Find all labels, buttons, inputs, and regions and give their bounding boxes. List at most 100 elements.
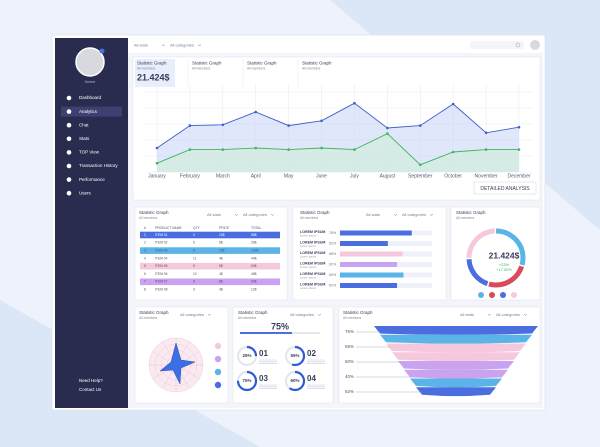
dropdown-caret xyxy=(207,313,212,316)
ring-arc xyxy=(236,370,258,392)
x-tick-label: December xyxy=(507,173,530,179)
data-point xyxy=(221,148,225,151)
bar-label: LOREM IPSUM xyxy=(300,272,325,276)
line-series xyxy=(156,133,519,166)
data-point xyxy=(386,132,389,135)
funnel-layer xyxy=(386,343,526,353)
data-point xyxy=(386,126,389,130)
table-cell: 6$ xyxy=(219,264,223,268)
tab-subtitle: All members xyxy=(192,66,211,70)
data-point xyxy=(254,110,258,114)
data-point xyxy=(484,148,488,151)
menu-icon xyxy=(66,163,72,169)
bar-sublabel: Lorem ipsum xyxy=(300,286,317,290)
table-row xyxy=(140,270,280,278)
dropdown-caret xyxy=(393,213,398,216)
help-link[interactable]: Need Help? xyxy=(79,378,103,383)
table-header: TOTAL xyxy=(251,226,261,230)
table-cell: 2 xyxy=(144,241,146,245)
table-header: PRICE xyxy=(219,226,230,230)
menu-item[interactable]: Transaction History xyxy=(79,163,118,168)
table-cell: 6 xyxy=(144,272,146,276)
menu-item[interactable]: Performance xyxy=(79,177,105,182)
dropdown-caret xyxy=(523,313,528,316)
tab-title: Statistic Graph xyxy=(192,61,222,66)
data-point xyxy=(451,102,455,106)
area xyxy=(157,133,519,172)
panel-subtitle: All members xyxy=(300,216,319,220)
table-cell: 8 xyxy=(144,287,146,291)
table-cell: 5$ xyxy=(219,241,223,245)
ring-arc xyxy=(284,345,306,367)
top-avatar[interactable] xyxy=(530,40,540,50)
bar-sublabel: Lorem ipsum xyxy=(300,255,317,259)
x-tick-label: August xyxy=(380,173,396,179)
panel-title: Statistic Graph xyxy=(456,210,486,215)
bar-value-label: 78% xyxy=(329,231,337,235)
tab-subtitle: All members xyxy=(247,66,266,70)
radar-legend-dot xyxy=(214,342,222,350)
menu-item[interactable]: Analytics xyxy=(79,109,98,114)
donut-change: +23% xyxy=(499,262,510,267)
menu-icon xyxy=(66,150,72,155)
status-dot xyxy=(99,48,105,54)
dropdown-caret xyxy=(317,313,322,316)
panel-subtitle: All members xyxy=(343,316,362,320)
filter-dropdown: All categories xyxy=(290,312,314,317)
legend-dot xyxy=(511,292,517,298)
table-cell: ITEM 02 xyxy=(155,241,168,245)
bar xyxy=(340,272,404,278)
table-row xyxy=(140,286,280,293)
radar-legend-dot xyxy=(214,381,222,389)
search-icon xyxy=(515,42,521,48)
table-cell: ITEM 04 xyxy=(155,256,168,260)
x-tick-label: September xyxy=(408,173,433,179)
detail-button[interactable] xyxy=(473,181,537,195)
table-cell: 3 xyxy=(193,287,195,291)
legend-dot xyxy=(500,292,506,298)
table-cell: 50$ xyxy=(251,233,257,237)
search-box[interactable] xyxy=(470,41,524,49)
table-cell: 4$ xyxy=(219,256,223,260)
avatar[interactable] xyxy=(75,47,105,77)
x-tick-label: April xyxy=(251,173,261,179)
menu-icon xyxy=(66,136,72,142)
table-cell: 9 xyxy=(193,264,195,268)
data-point xyxy=(155,146,159,150)
donut-segment xyxy=(466,228,526,288)
bar-sublabel: Lorem ipsum xyxy=(300,276,317,280)
ring-number: 01 xyxy=(259,349,268,358)
contact-link[interactable]: Contact Us xyxy=(79,387,102,392)
table-cell: 4 xyxy=(144,256,146,260)
bar-value-label: 69% xyxy=(329,273,337,277)
funnel-layer xyxy=(404,369,508,379)
table-cell: ITEM 01 xyxy=(155,233,168,237)
bar-sublabel: Lorem ipsum xyxy=(300,265,317,269)
detail-button-label[interactable]: DETAILED ANALYSIS xyxy=(480,186,530,192)
data-point xyxy=(484,131,488,135)
funnel-layer xyxy=(392,352,520,362)
menu-item[interactable]: TOP View xyxy=(79,150,100,155)
filter-dropdown[interactable]: All categories xyxy=(170,43,194,48)
x-tick-label: July xyxy=(350,173,359,179)
table-cell: 11 xyxy=(193,256,197,260)
filter-dropdown: All stats xyxy=(207,212,221,217)
ring-label: 75% xyxy=(242,378,251,383)
bar-value-label: 62% xyxy=(329,283,337,287)
headline-track xyxy=(292,332,320,334)
menu-item[interactable]: Dashboard xyxy=(79,95,102,100)
data-point xyxy=(320,146,323,150)
table-cell: ITEM 08 xyxy=(155,287,168,291)
table-row xyxy=(140,262,280,270)
table-cell: 12 xyxy=(193,272,197,276)
menu-item[interactable]: Stats xyxy=(79,136,90,141)
panel-title: Statistic Graph xyxy=(300,210,330,215)
table-row xyxy=(140,231,280,239)
menu-item[interactable]: Users xyxy=(79,190,92,195)
menu-item[interactable]: Chat xyxy=(79,122,89,127)
table-cell: ITEM 05 xyxy=(155,264,168,268)
bar-label: LOREM IPSUM xyxy=(300,282,325,286)
filter-dropdown[interactable]: All stats xyxy=(134,43,148,48)
table-cell: 5 xyxy=(144,264,146,268)
